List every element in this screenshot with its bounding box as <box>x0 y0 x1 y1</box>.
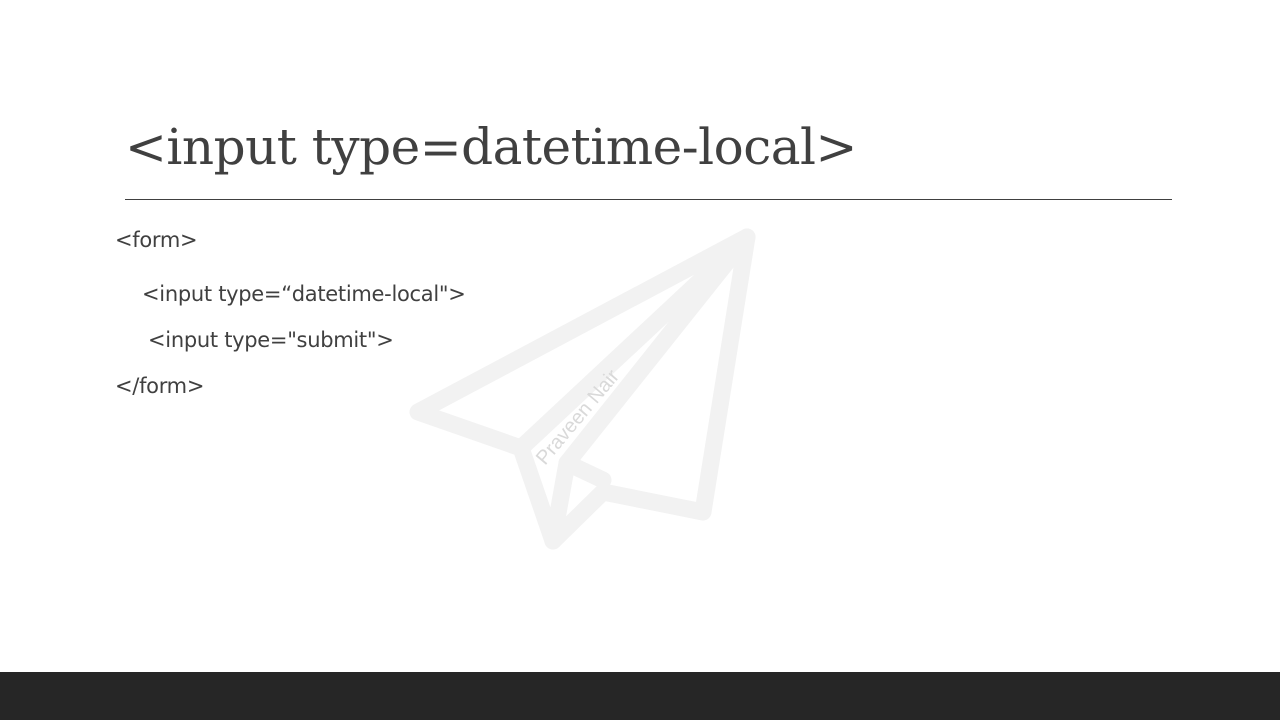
code-line-form-close: </form> <box>115 374 205 398</box>
code-line-datetime-input: <input type=“datetime-local"> <box>142 282 466 306</box>
code-line-submit-input: <input type="submit"> <box>148 328 394 352</box>
title-divider <box>125 199 1172 200</box>
footer-bar <box>0 672 1280 720</box>
slide-title: <input type=datetime-local> <box>125 118 857 176</box>
paper-plane-icon <box>409 228 756 550</box>
code-line-form-open: <form> <box>115 228 198 252</box>
